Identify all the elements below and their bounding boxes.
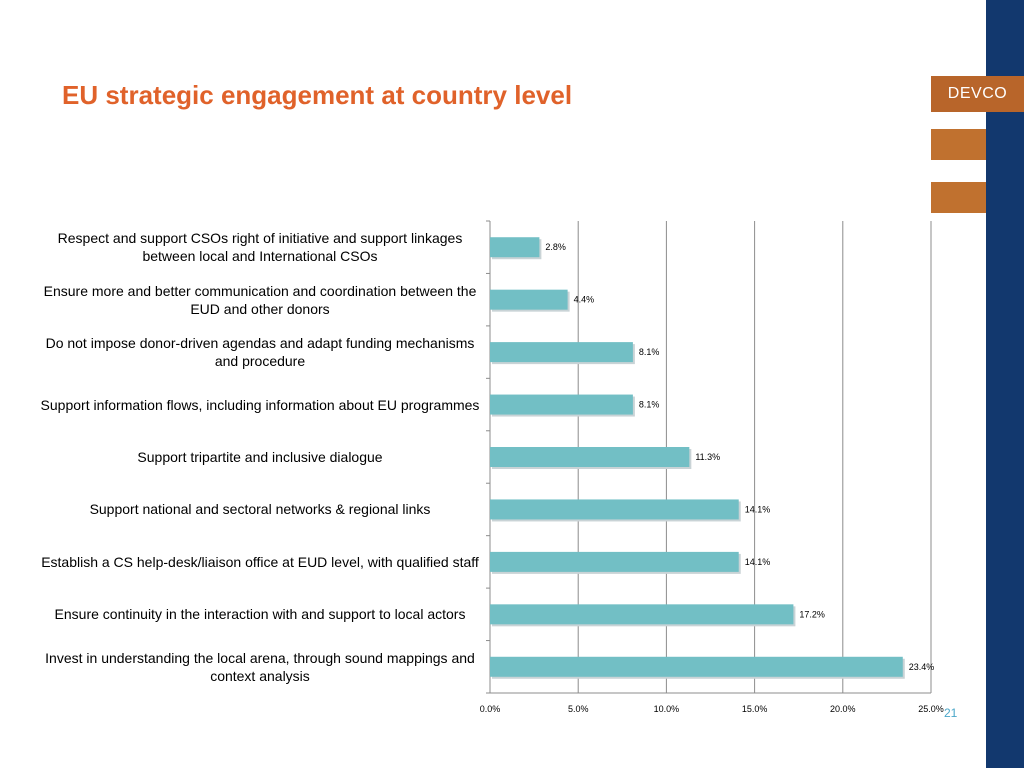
category-label: Support national and sectoral networks &… xyxy=(89,501,431,518)
bar-value-label: 17.2% xyxy=(799,609,825,619)
x-tick-label: 0.0% xyxy=(480,704,501,714)
bar xyxy=(490,237,540,258)
bar xyxy=(490,394,633,415)
category-label: Respect and support CSOs right of initia… xyxy=(57,230,463,265)
x-tick-label: 15.0% xyxy=(742,704,768,714)
x-tick-label: 25.0% xyxy=(918,704,944,714)
slide-title: EU strategic engagement at country level xyxy=(62,80,573,110)
bar-value-label: 11.3% xyxy=(695,452,720,462)
category-label: Establish a CS help-desk/liaison office … xyxy=(41,553,479,570)
x-tick-label: 10.0% xyxy=(654,704,680,714)
category-label: Ensure more and better communication and… xyxy=(43,282,477,317)
category-label: Do not impose donor-driven agendas and a… xyxy=(45,335,475,370)
category-label: Invest in understanding the local arena,… xyxy=(45,649,475,684)
decorative-bar xyxy=(931,129,986,160)
sidebar-band xyxy=(986,0,1024,768)
category-label: Ensure continuity in the interaction wit… xyxy=(54,606,466,623)
bar xyxy=(490,499,739,520)
bar-value-label: 4.4% xyxy=(574,295,595,305)
bar xyxy=(490,604,794,625)
page-number: 21 xyxy=(944,706,958,720)
bar xyxy=(490,447,690,467)
bar-value-label: 14.1% xyxy=(745,504,771,514)
bar-value-label: 2.8% xyxy=(545,242,566,252)
x-tick-label: 20.0% xyxy=(830,704,856,714)
x-tick-label: 5.0% xyxy=(568,704,589,714)
bar xyxy=(490,656,903,677)
bar-value-label: 23.4% xyxy=(909,662,935,672)
bar xyxy=(490,289,568,310)
bar-value-label: 8.1% xyxy=(639,400,660,410)
bar xyxy=(490,551,739,572)
devco-logo: DEVCO xyxy=(931,76,1024,112)
category-label: Support tripartite and inclusive dialogu… xyxy=(137,449,383,465)
decorative-bar xyxy=(931,182,986,213)
category-label: Support information flows, including inf… xyxy=(40,396,480,413)
bar xyxy=(490,342,633,363)
bar-value-label: 8.1% xyxy=(639,347,660,357)
bar-value-label: 14.1% xyxy=(745,557,771,567)
